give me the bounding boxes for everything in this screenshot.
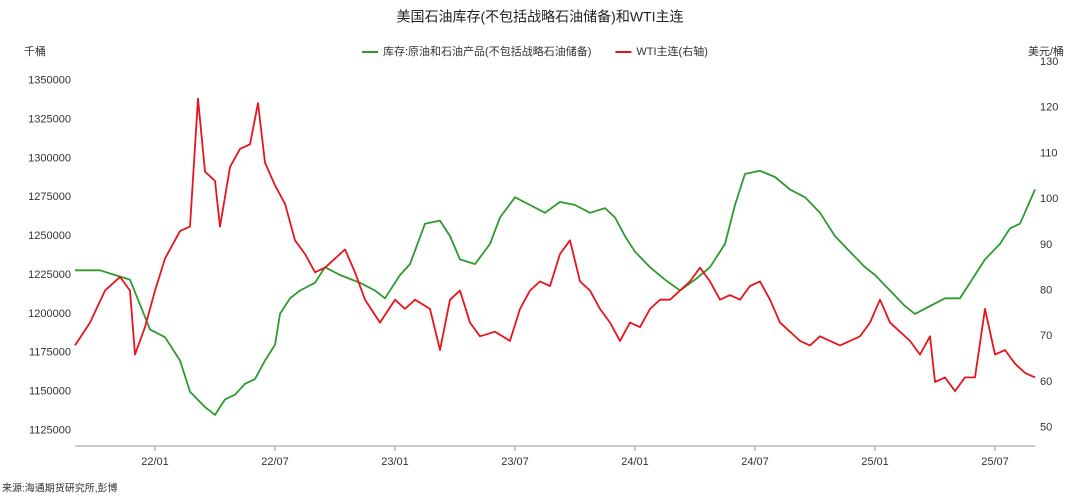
y-tick-label: 1125000 [29,424,71,436]
y-tick-label: 1350000 [28,75,71,87]
y-tick-label: 1250000 [28,230,71,242]
y2-tick-label: 60 [1040,376,1052,388]
y-tick-label: 1275000 [28,191,71,203]
source-note: 来源:海通期货研究所,彭博 [2,482,118,495]
y-axis-label: 千桶 [24,44,46,58]
y-tick-label: 1150000 [29,385,71,397]
y2-tick-label: 100 [1040,193,1058,205]
y-tick-label: 1325000 [28,113,71,125]
y2-axis-label: 美元/桶 [1028,44,1064,58]
y2-tick-label: 120 [1040,102,1058,114]
series-line [74,97,1036,392]
series-line [75,169,1036,416]
x-tick-label: 23/07 [501,456,529,468]
x-tick-label: 22/01 [141,456,169,468]
y2-tick-label: 50 [1040,422,1052,434]
x-tick-label: 24/07 [741,456,769,468]
y2-tick-label: 70 [1040,330,1052,342]
legend-label: WTI主连(右轴) [636,44,707,58]
y2-tick-label: 110 [1040,147,1058,159]
y-tick-label: 1225000 [28,269,71,281]
y2-tick-label: 90 [1040,239,1052,251]
y-tick-label: 1175000 [29,347,71,359]
y2-tick-label: 80 [1040,284,1052,296]
chart-title: 美国石油库存(不包括战略石油储备)和WTI主连 [397,9,684,25]
y-tick-label: 1300000 [28,152,71,164]
y-tick-label: 1200000 [28,308,71,320]
x-tick-label: 25/01 [861,456,889,468]
y2-tick-label: 130 [1040,56,1058,68]
x-tick-label: 22/07 [261,456,289,468]
x-tick-label: 23/01 [381,456,409,468]
x-tick-label: 25/07 [981,456,1009,468]
legend-label: 库存:原油和石油产品(不包括战略石油储备) [383,44,591,58]
x-tick-label: 24/01 [621,456,649,468]
